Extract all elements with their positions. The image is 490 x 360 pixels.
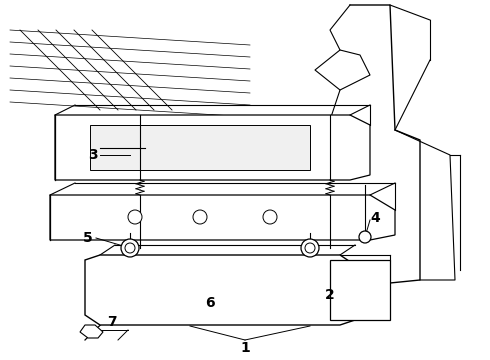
Text: 1: 1 [240,341,250,355]
Polygon shape [330,260,390,320]
Polygon shape [50,195,395,240]
Polygon shape [85,255,355,325]
Circle shape [128,210,142,224]
Circle shape [301,239,319,257]
Text: 3: 3 [88,148,98,162]
Text: 2: 2 [325,288,335,302]
Circle shape [125,243,135,253]
Text: 6: 6 [205,296,215,310]
Text: 5: 5 [83,231,93,245]
Circle shape [305,243,315,253]
Polygon shape [90,125,310,170]
Circle shape [121,239,139,257]
Text: 4: 4 [370,211,380,225]
Polygon shape [55,115,370,180]
Circle shape [359,231,371,243]
Polygon shape [80,325,103,338]
Circle shape [193,210,207,224]
Circle shape [263,210,277,224]
Text: 7: 7 [107,315,117,329]
